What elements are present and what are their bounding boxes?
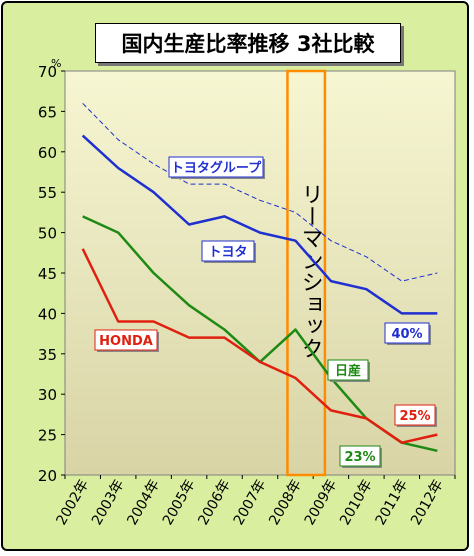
x-tick-label: 2012年 (408, 477, 447, 528)
x-tick-label: 2010年 (337, 477, 376, 528)
y-tick-label: 50 (38, 225, 57, 243)
y-tick-label: 70 (38, 63, 57, 81)
series-line-3 (81, 248, 438, 444)
series-label-toyota: トヨタ (208, 245, 247, 260)
x-tick-label: 2002年 (54, 477, 93, 528)
x-tick-label: 2003年 (89, 477, 128, 528)
callout-nissan-2012-box (339, 445, 381, 467)
x-tick-label: 2004年 (124, 477, 163, 528)
y-tick-label: 45 (38, 265, 57, 283)
chart-frame: 国内生産比率推移 3社比較 20 25 30 35 40 45 50 55 60 65 70% 200… (1, 1, 469, 551)
y-tick-label: 20 (38, 467, 57, 485)
plot-area (64, 70, 456, 476)
callout-toyota-2012: 40% (391, 327, 422, 342)
x-tick-label: 2011年 (373, 477, 412, 528)
series-label-toyota-group-box (168, 156, 264, 178)
x-tick-label: 2009年 (302, 477, 341, 528)
y-tick-label: 35 (38, 346, 57, 364)
series-label-nissan: 日産 (335, 363, 361, 379)
callout-toyota-2012-box (384, 322, 430, 344)
series-label-toyota-box (201, 240, 255, 262)
y-tick-label: 40 (38, 305, 57, 323)
callout-honda-2012: 25% (399, 409, 430, 424)
y-tick-label: 55 (38, 184, 57, 202)
series-label-honda: HONDA (99, 334, 153, 349)
series-label-toyota-group: トヨタグループ (171, 160, 262, 176)
x-tick-label: 2006年 (195, 477, 234, 528)
y-axis-unit: % (51, 57, 61, 70)
y-tick-label: 60 (38, 144, 57, 162)
series-label-nissan-box (327, 359, 369, 381)
y-tick-label: 25 (38, 427, 57, 445)
callout-nissan-2012: 23% (344, 450, 375, 465)
x-tick-label: 2008年 (266, 477, 305, 528)
lehman-shock-label: リーマンショック (298, 183, 323, 359)
y-tick-label: 65 (38, 103, 57, 121)
chart-canvas: 2025303540455055606570%2002年2003年2004年20… (38, 57, 456, 528)
series-line-1 (81, 134, 438, 315)
chart-title: 国内生産比率推移 3社比較 (95, 23, 401, 63)
series-label-honda-box (94, 329, 158, 351)
callout-honda-2012-box (394, 404, 436, 426)
x-tick-label: 2005年 (160, 477, 199, 528)
series-line-0 (82, 102, 438, 282)
x-tick-label: 2007年 (231, 477, 270, 528)
y-tick-label: 30 (38, 386, 57, 404)
